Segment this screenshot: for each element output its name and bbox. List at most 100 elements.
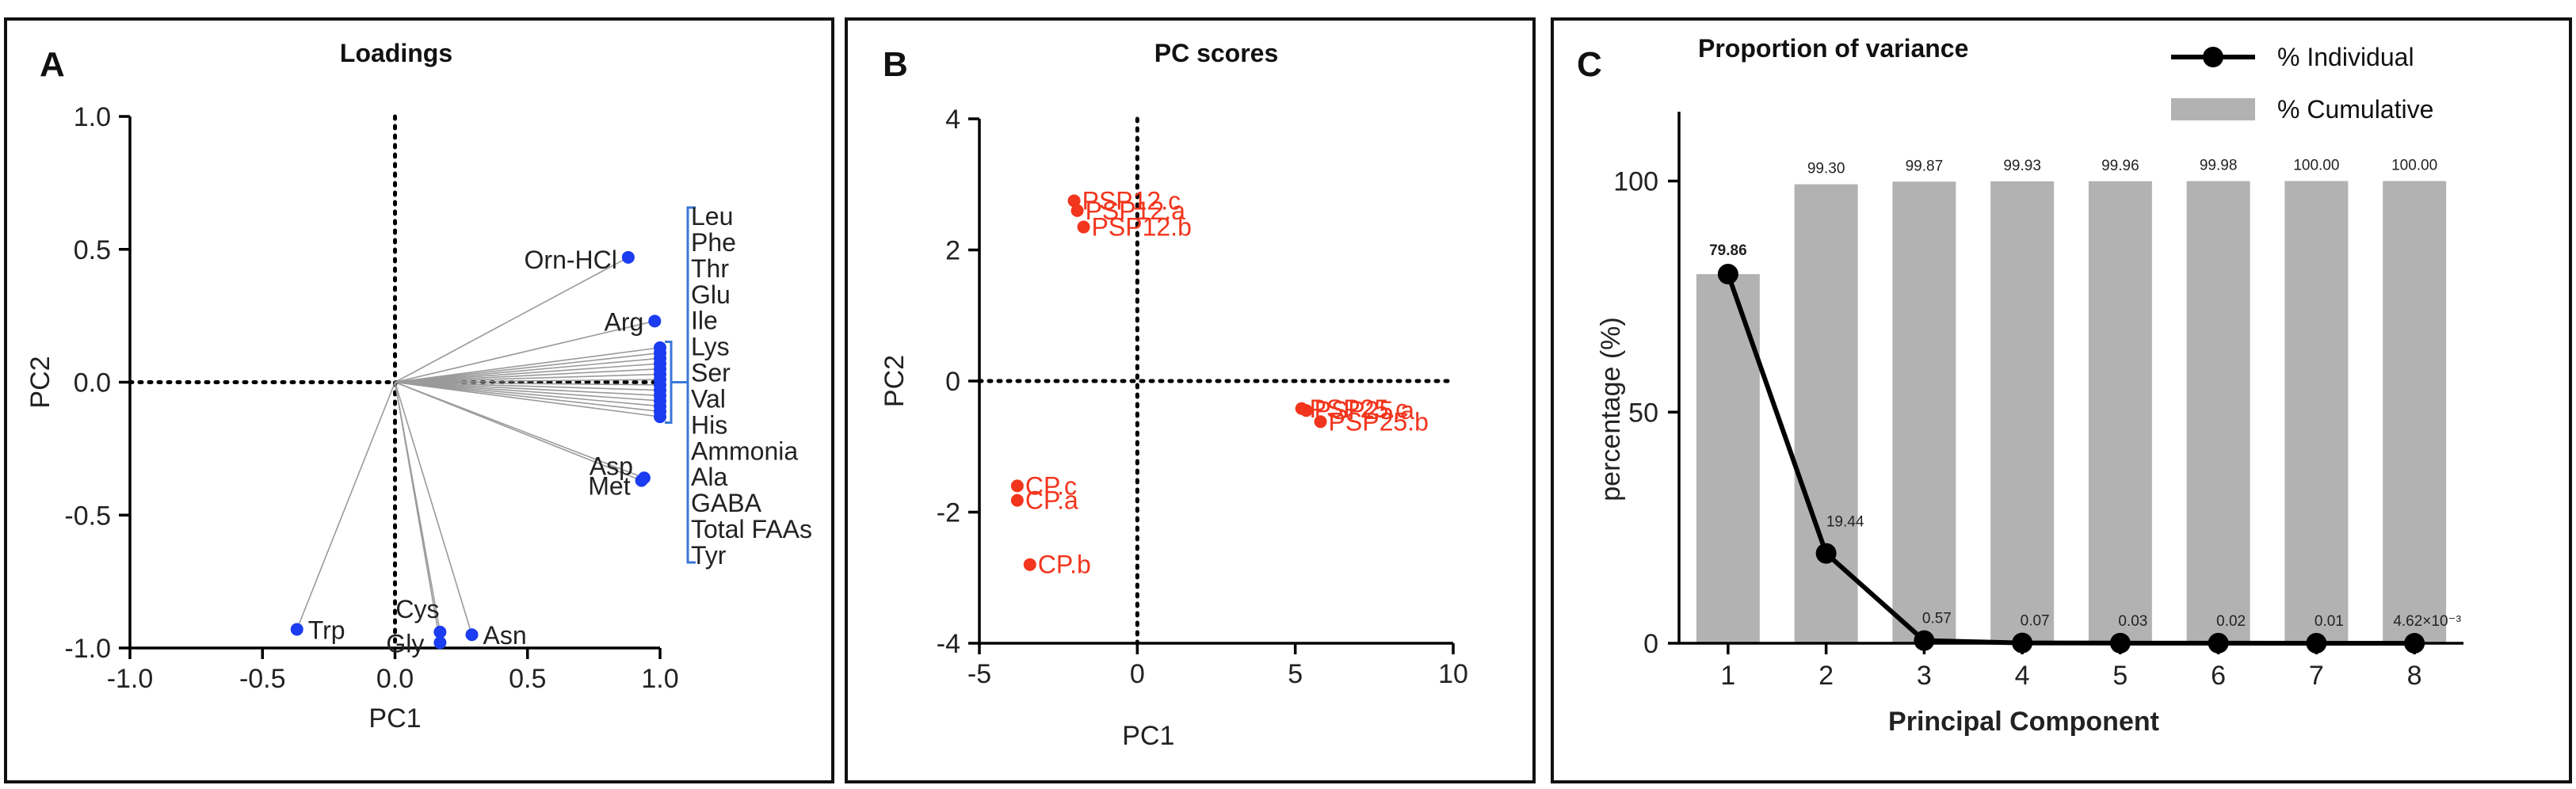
y-tick-label: 50 — [1628, 398, 1658, 428]
cumulative-bar-2 — [1794, 184, 1858, 644]
loading-vector-lys — [395, 373, 661, 383]
individual-point-2 — [1815, 543, 1837, 564]
individual-point-6 — [2208, 632, 2229, 654]
loading-vector-arg — [395, 320, 655, 383]
x-tick-label: 4 — [2015, 661, 2030, 691]
legend-individual-label: % Individual — [2277, 43, 2414, 71]
cumulative-bar-label-6: 99.98 — [2200, 158, 2238, 174]
bracket-label-his: His — [691, 410, 727, 439]
cumulative-bar-label-8: 100.00 — [2391, 158, 2437, 174]
score-label-cp-b: CP.b — [1038, 551, 1091, 579]
individual-label-6: 0.02 — [2216, 613, 2246, 630]
individual-label-5: 0.03 — [2118, 613, 2147, 630]
score-label-psp25-b: PSP25.b — [1329, 407, 1429, 436]
bracket-label-phe: Phe — [691, 228, 736, 257]
loading-point-arg — [648, 314, 662, 328]
panel-c-title: Proportion of variance — [1698, 34, 1968, 63]
y-tick-label: 0 — [1643, 629, 1658, 659]
cumulative-bar-4 — [1990, 181, 2055, 643]
bracket-label-val: Val — [691, 384, 726, 413]
x-tick-label: -5 — [967, 659, 991, 689]
x-tick-label: 0.5 — [509, 664, 546, 694]
bracket-label-gaba: GABA — [691, 489, 762, 517]
x-tick-label: 6 — [2211, 661, 2226, 691]
loading-point-met — [635, 474, 648, 487]
variance-plot: 99.30 99.87 99.93 99.96 99.98 100.00 100.00050… — [1596, 43, 2463, 737]
x-tick-label: 0.0 — [376, 664, 414, 694]
cumulative-bar-label-4: 99.93 — [2003, 158, 2041, 174]
bracket-label-lys: Lys — [691, 333, 730, 361]
cumulative-bar-label-2: 99.30 — [1807, 161, 1845, 177]
score-point-cp-a — [1010, 494, 1024, 507]
loading-label-asp: Asp — [590, 452, 633, 480]
loadings-plot: -1.0 -0.5 0.0 0.5 1.0 -1.0 -0.5 0.0 0.5 1.0 PC1 PC2… — [25, 102, 812, 734]
score-point-psp12-c — [1067, 194, 1081, 208]
loading-label-trp: Trp — [308, 616, 345, 645]
bracket-label-thr: Thr — [691, 254, 729, 283]
score-point-psp25-b — [1314, 415, 1327, 429]
loading-vector-gly — [394, 382, 441, 643]
individual-label-8: 4.62×10⁻³ — [2393, 613, 2461, 630]
legend-cumulative-swatch — [2171, 98, 2255, 120]
label-bracket — [686, 206, 696, 564]
y-tick-label: 1.0 — [74, 102, 111, 132]
x-tick-label: 5 — [1288, 659, 1303, 689]
loading-label-met: Met — [588, 472, 630, 501]
x-axis-label: Principal Component — [1888, 707, 2159, 737]
loading-vector-thr — [395, 357, 661, 383]
loading-label-asn: Asn — [483, 621, 527, 650]
y-tick-label: 100 — [1613, 167, 1658, 197]
x-tick-label: -0.5 — [239, 664, 286, 694]
panel-b-frame — [845, 17, 1536, 783]
scores-plot: -4 -2 0 2 4 -5 0 5 10 PC1 PC2 PSP12.cPSP12.aPSP12.b… — [880, 105, 1468, 751]
y-tick-label: -0.5 — [64, 501, 111, 531]
y-tick-label: 0.0 — [74, 368, 111, 398]
loading-point-orn-hcl — [621, 250, 635, 264]
y-tick-label: -1.0 — [64, 634, 111, 664]
cumulative-bar-5 — [2088, 181, 2152, 643]
loading-label-cys: Cys — [395, 595, 439, 623]
individual-label-4: 0.07 — [2021, 613, 2050, 630]
score-label-psp25-a: PSP25.a — [1315, 396, 1415, 425]
individual-point-5 — [2109, 632, 2131, 654]
individual-point-1 — [1717, 264, 1738, 285]
score-point-psp25-a — [1299, 404, 1313, 417]
loading-vector-trp — [296, 382, 396, 630]
loading-vector-phe — [395, 352, 661, 383]
individual-label-7: 0.01 — [2315, 613, 2344, 630]
score-point-cp-b — [1023, 558, 1036, 571]
score-label-psp12-a: PSP12.a — [1086, 196, 1186, 225]
panel-a-letter: A — [40, 45, 65, 84]
bracket-label-ile: Ile — [691, 307, 718, 335]
panel-a-title: Loadings — [340, 39, 452, 67]
loading-vector-ala — [395, 381, 661, 402]
y-tick-label: 4 — [945, 105, 960, 135]
loading-vector-ile — [395, 368, 661, 383]
loading-vector-val — [395, 381, 661, 386]
loading-vector-his — [395, 381, 661, 391]
bracket-label-glu: Glu — [691, 280, 731, 309]
y-tick-label: -4 — [937, 629, 960, 659]
bracket-label-ammonia: Ammonia — [691, 436, 798, 465]
x-tick-label: 3 — [1917, 661, 1932, 691]
legend-cumulative-label: % Cumulative — [2277, 95, 2433, 124]
bracket-label-total-faas: Total FAAs — [691, 515, 812, 543]
loading-point-gly — [433, 636, 447, 650]
individual-point-7 — [2306, 632, 2327, 654]
x-axis-label: PC1 — [1122, 721, 1174, 751]
loading-vector-gaba — [395, 381, 661, 407]
individual-label-2: 19.44 — [1826, 514, 1864, 531]
score-label-psp12-b: PSP12.b — [1092, 213, 1192, 242]
legend-individual-swatch-dot — [2203, 47, 2223, 67]
individual-series-line — [1726, 273, 2415, 646]
score-label-cp-c: CP.c — [1025, 471, 1077, 500]
y-tick-label: 0 — [945, 367, 960, 397]
score-point-cp-c — [1010, 479, 1024, 493]
individual-label-1: 79.86 — [1709, 242, 1747, 259]
loading-vector-ser — [395, 379, 661, 383]
bracket-label-ser: Ser — [691, 359, 731, 387]
loading-label-orn-hcl: Orn-HCl — [525, 246, 617, 274]
loading-vector-glu — [395, 363, 661, 383]
x-tick-label: 8 — [2407, 661, 2422, 691]
x-tick-label: 1 — [1720, 661, 1735, 691]
